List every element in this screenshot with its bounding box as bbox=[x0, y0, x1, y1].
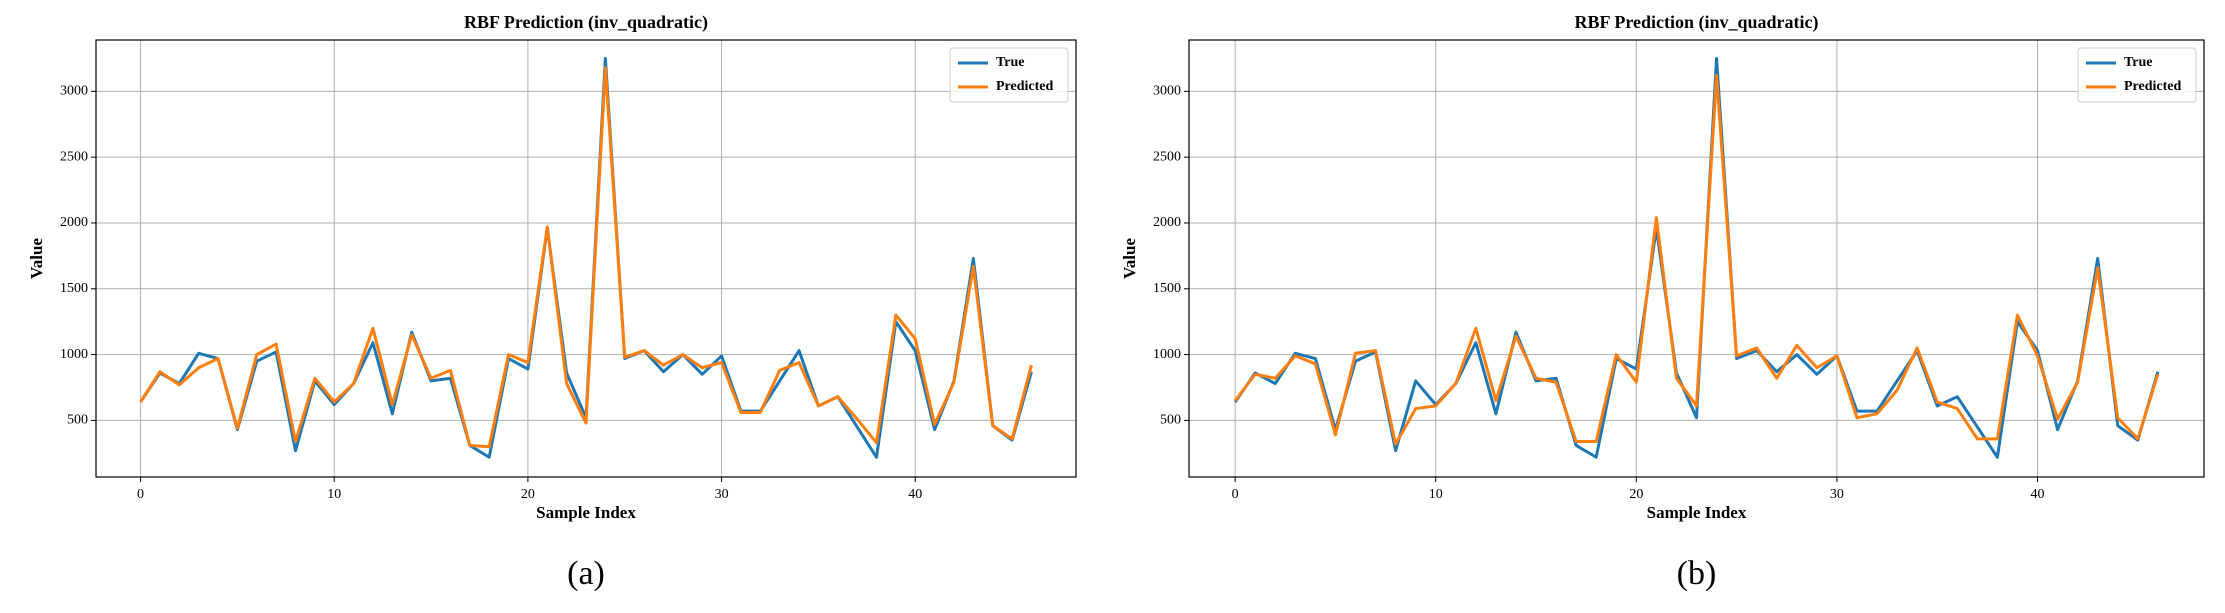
line-series bbox=[1233, 74, 2160, 446]
x-tick-label: 20 bbox=[1629, 487, 1643, 502]
x-tick-label: 30 bbox=[715, 487, 729, 502]
y-tick-label: 2500 bbox=[1153, 149, 1181, 164]
y-axis-label: Value bbox=[27, 238, 46, 279]
x-axis-label: Sample Index bbox=[1647, 503, 1747, 522]
chart-title: RBF Prediction (inv_quadratic) bbox=[1575, 12, 1819, 33]
legend-label: True bbox=[996, 55, 1025, 70]
y-axis-label: Value bbox=[1120, 238, 1139, 279]
x-tick-label: 10 bbox=[1429, 487, 1443, 502]
y-tick-label: 500 bbox=[1160, 413, 1181, 428]
plot-frame bbox=[95, 39, 1077, 478]
y-tick-label: 3000 bbox=[60, 84, 88, 99]
y-tick-label: 1000 bbox=[1153, 347, 1181, 362]
x-tick-label: 10 bbox=[327, 487, 341, 502]
line-series bbox=[139, 66, 1033, 449]
y-tick-label: 500 bbox=[67, 413, 88, 428]
x-tick-label: 0 bbox=[1232, 487, 1239, 502]
caption: (b) bbox=[1677, 555, 1717, 592]
x-tick-label: 40 bbox=[2031, 487, 2045, 502]
x-tick-label: 20 bbox=[521, 487, 535, 502]
legend-label: Predicted bbox=[996, 79, 1053, 94]
y-tick-label: 1500 bbox=[60, 281, 88, 296]
y-tick-label: 2500 bbox=[60, 149, 88, 164]
y-tick-label: 1000 bbox=[60, 347, 88, 362]
x-tick-label: 40 bbox=[908, 487, 922, 502]
y-tick-label: 2000 bbox=[1153, 215, 1181, 230]
x-tick-label: 0 bbox=[137, 487, 144, 502]
chart-title: RBF Prediction (inv_quadratic) bbox=[464, 12, 708, 33]
x-axis-label: Sample Index bbox=[536, 503, 636, 522]
y-tick-label: 2000 bbox=[60, 215, 88, 230]
y-tick-label: 1500 bbox=[1153, 281, 1181, 296]
caption: (a) bbox=[567, 555, 605, 592]
y-tick-label: 3000 bbox=[1153, 84, 1181, 99]
x-tick-label: 30 bbox=[1830, 487, 1844, 502]
legend-label: Predicted bbox=[2124, 79, 2181, 94]
plot-frame bbox=[1188, 39, 2205, 478]
legend-label: True bbox=[2124, 55, 2153, 70]
